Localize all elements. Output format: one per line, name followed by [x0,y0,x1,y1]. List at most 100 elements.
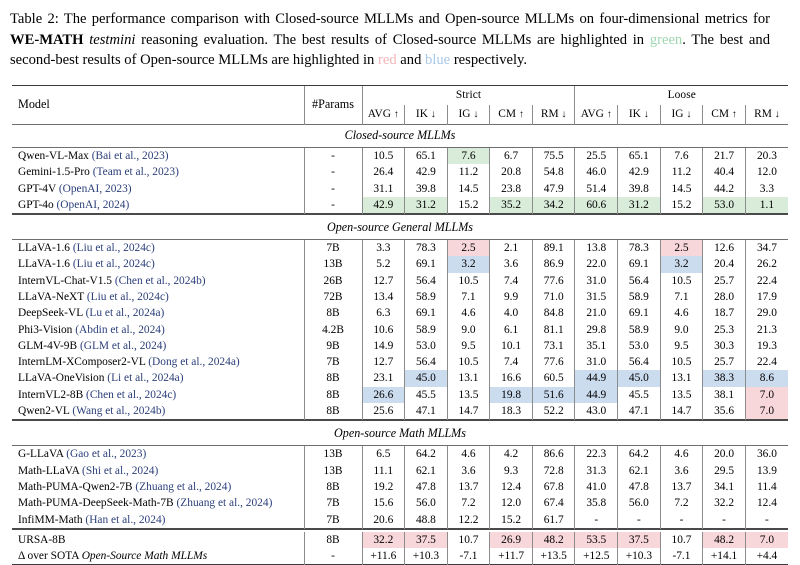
metric-cell: 19.3 [744,337,788,355]
metric-cell: 7.6 [659,147,703,165]
metric-cell: -7.1 [659,548,703,565]
table-row: GPT-4o (OpenAI, 2024) -42.9 31.2 15.2 35.2 34… [12,196,788,214]
metric-cell: 30.3 [702,337,746,355]
params-cell: 13B [303,256,363,273]
table-row: Gemini-1.5-Pro (Team et al., 2023) -26.4 4… [12,164,788,181]
model-name: GPT-4V [18,182,56,195]
sort-arrow-icon: ↑ [731,109,737,121]
metric-cell: 53.5 [574,531,618,549]
metric-cell: 31.1 [361,180,405,197]
header-params: #Params [303,85,363,125]
metric-cell: 67.4 [531,495,575,512]
metric-cell: 29.8 [574,321,618,338]
metric-cell: 48.2 [702,531,746,549]
model-citation: (Shi et al., 2024) [82,464,159,477]
metric-cell: 12.7 [361,272,405,289]
table-row: InfiMM-Math (Han et al., 2024) 7B 20.6 48.8… [12,511,788,529]
model-citation: (Team et al., 2023) [92,166,179,179]
metric-cell: 51.6 [531,386,575,403]
model-name: InfiMM-Math [18,513,83,526]
model-citation: (Liu et al., 2024c) [86,291,169,303]
metric-cell: 78.3 [404,239,448,257]
metric-cell: 2.1 [489,239,533,257]
model-name: Qwen-VL-Max [18,149,89,162]
model-cell: InternVL-Chat-V1.5 (Chen et al., 2024b) [12,273,304,289]
metric-cell: 34.2 [531,196,575,214]
metric-cell: 7.1 [446,288,490,306]
sort-arrow-icon: ↓ [774,109,780,121]
metric-cell: -7.1 [446,548,490,565]
model-cell: InfiMM-Math (Han et al., 2024) [12,511,304,528]
metric-cell: 47.8 [617,478,661,496]
model-cell: LLaVA-1.6 (Liu et al., 2024c) [12,256,304,272]
metric-cell: 20.4 [702,256,746,273]
metric-cell: 18.7 [702,305,746,322]
model-citation: (Han et al., 2024) [85,513,166,526]
metric-cell: 54.8 [531,164,575,181]
table-row: InternVL2-8B (Chen et al., 2024c) 8B 26.6 4… [12,386,788,403]
model-citation: (Gao et al., 2023) [66,448,147,461]
caption-benchmark-italic: testmini [89,31,136,48]
metric-cell: 3.6 [446,462,490,479]
metric-cell: 4.0 [489,305,533,322]
metric-cell: 56.4 [617,272,661,289]
model-cell: LLaVA-NeXT (Liu et al., 2024c) [12,289,304,305]
table-row: URSA-8B 8B 32.2 37.5 10.7 26.9 48.2 53.5 37.5 10.… [12,531,788,549]
table-row: LLaVA-1.6 (Liu et al., 2024c) 13B 5.2 69.1 3… [12,256,788,273]
params-cell: 26B [303,272,363,289]
model-cell: Qwen-VL-Max (Bai et al., 2023) [12,148,304,164]
header-metric-ig: IG ↓ [659,104,703,125]
sort-arrow-icon: ↑ [393,109,399,121]
caption-suffix: respectively. [450,52,528,69]
table-row: Math-PUMA-DeepSeek-Math-7B (Zhuang et al… [12,495,788,512]
model-name: Math-PUMA-DeepSeek-Math-7B [18,497,174,510]
metric-cell: 13.1 [659,370,703,387]
metric-cell: 53.0 [617,337,661,355]
metric-cell: 31.3 [574,462,618,479]
metric-cell: 26.4 [361,164,405,181]
params-cell: - [303,196,363,214]
model-citation: (Li et al., 2024a) [107,372,184,385]
model-name: Phi3-Vision [18,323,73,336]
metric-cell: 21.0 [574,305,618,322]
metric-cell: 73.1 [531,337,575,355]
delta-label: Δ over SOTA Open-Source Math MLLMs [18,550,208,563]
metric-cell: 13.9 [744,462,788,479]
metric-cell: 17.9 [744,288,788,306]
metric-cell: 12.0 [744,164,788,181]
metric-cell: 29.5 [702,462,746,479]
metric-cell: 9.0 [446,321,490,338]
sort-arrow-icon: ↑ [606,109,612,121]
table-row: Math-LLaVA (Shi et al., 2024) 13B 11.1 62.1… [12,462,788,479]
model-name: GPT-4o [18,198,54,211]
metric-cell: 8.6 [744,370,788,387]
model-name: URSA-8B [18,533,66,546]
header-metric-cm: CM ↑ [702,104,746,125]
table-container: Model #Params Strict Loose AVG ↑ IK ↓ IG ↓ CM ↑… [0,71,800,565]
model-citation: (Zhuang et al., 2024) [176,497,273,510]
metric-cell: 31.2 [404,196,448,214]
metric-cell: 7.2 [446,495,490,512]
sort-arrow-icon: ↓ [430,109,436,121]
metric-cell: 14.7 [446,402,490,420]
metric-cell: 58.9 [617,288,661,306]
metric-cell: 4.6 [446,305,490,322]
header-metric-avg: AVG ↑ [361,104,405,125]
metric-cell: 48.8 [404,511,448,529]
model-citation: (OpenAI, 2024) [56,198,130,211]
caption-word-green: green [649,31,683,48]
caption-benchmark-bold: WE-MATH [10,31,84,48]
header-metric-ig: IG ↓ [446,104,490,125]
metric-cell: 7.2 [659,495,703,512]
metric-cell: 56.0 [404,495,448,512]
metric-cell: 56.4 [617,354,661,371]
metric-cell: 7.4 [489,272,533,289]
metric-cell: 6.5 [361,446,405,463]
metric-cell: 81.1 [531,321,575,338]
metric-cell: 5.2 [361,256,405,273]
model-citation: (Dong et al., 2024a) [148,356,240,369]
params-cell: 7B [303,354,363,371]
metric-cell: 4.6 [446,446,490,463]
metric-cell: 9.5 [446,337,490,355]
model-name: LLaVA-OneVision [18,372,105,385]
